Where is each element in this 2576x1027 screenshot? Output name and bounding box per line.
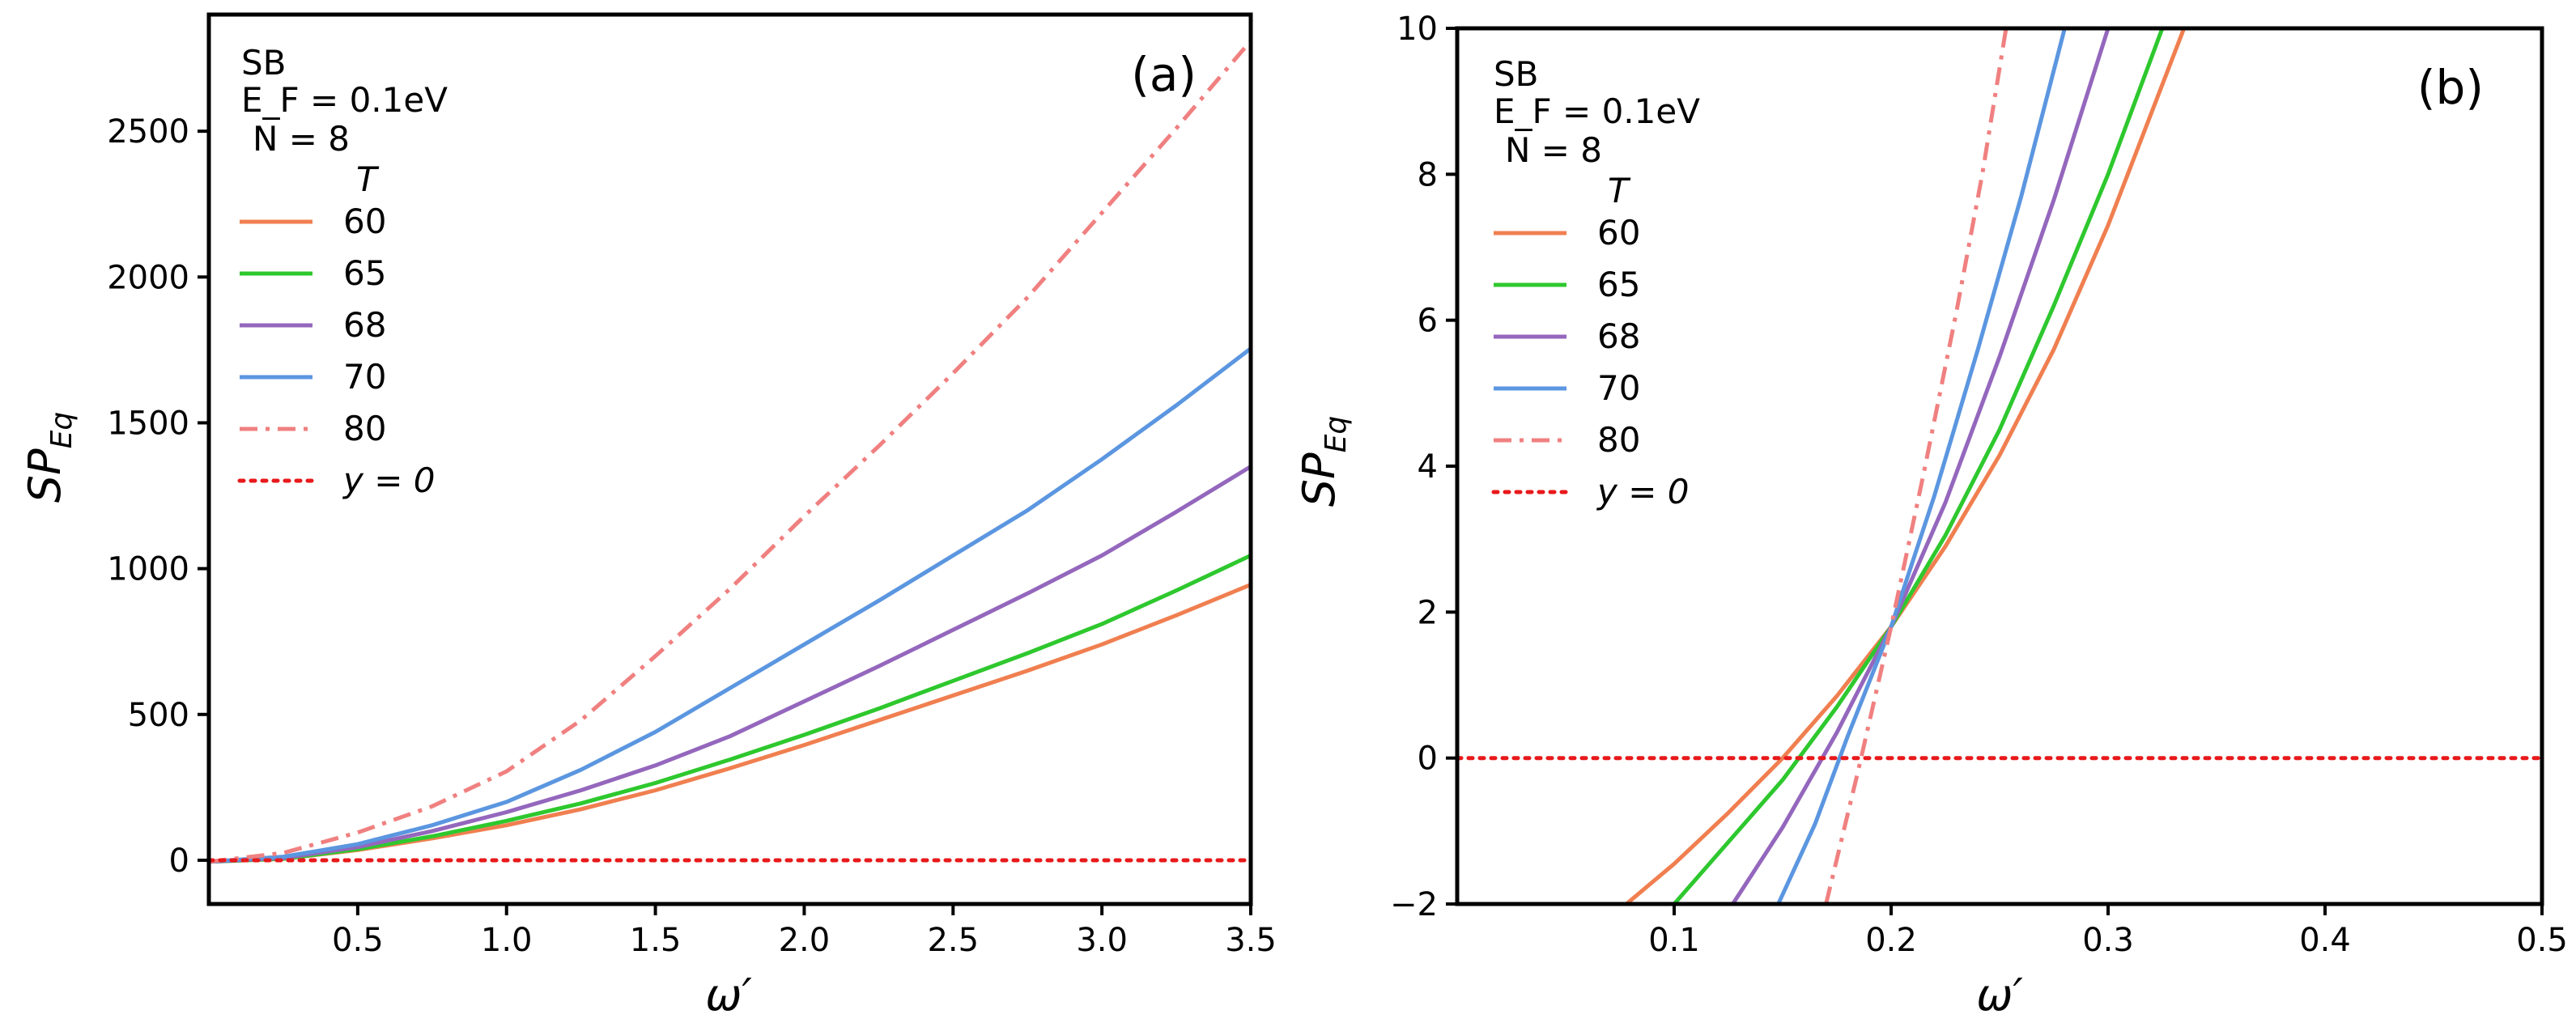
- panel-a-annot-sb: SB: [241, 43, 286, 83]
- panel-a-x-axis-label: ω′: [705, 970, 751, 1021]
- panel-a-annot-ef: E_F = 0.1eV: [241, 80, 448, 120]
- panel-a-y-tick-label: 2000: [107, 259, 189, 296]
- panel-a-legend-label-1: 65: [343, 253, 386, 293]
- panel-a-legend-title: T: [356, 159, 380, 199]
- panel-a-x-tick-label: 1.5: [630, 922, 682, 959]
- panel-b-legend-label-4: 80: [1597, 420, 1640, 460]
- panel-a-frame: [206, 12, 1253, 906]
- panel-b-series: [1457, 28, 2542, 904]
- panel-a-x-tick-label: 2.5: [927, 922, 979, 959]
- panel-a-annot-n: N = 8: [253, 119, 350, 159]
- panel-b-legend-label-2: 68: [1597, 316, 1640, 356]
- panel-b-x-tick-label: 0.3: [2082, 922, 2134, 959]
- panel-b-x-tick-label: 0.2: [1865, 922, 1917, 959]
- panel-b-legend-title: T: [1608, 171, 1631, 210]
- panel-b-y-tick-label: 4: [1418, 448, 1438, 486]
- panel-b-x-tick-label: 0.5: [2516, 922, 2568, 959]
- panel-b-annotation: SB E_F = 0.1eV N = 8: [1494, 54, 1700, 170]
- panel-a: 0.5 1.0 1.5 2.0 2.5 3.0 3.5 0 500 1000 1500 2000 250…: [19, 12, 1277, 1021]
- panel-a-x-tick-label: 3.0: [1076, 922, 1128, 959]
- panel-a-y-tick-label: 2500: [107, 113, 189, 151]
- panel-b-frame: [1455, 26, 2544, 906]
- panel-a-legend-label-3: 70: [343, 357, 386, 397]
- panel-a-y-tick-label: 500: [128, 697, 189, 734]
- panel-b-y-tick-label: 8: [1418, 156, 1438, 193]
- panel-b-annot-ef: E_F = 0.1eV: [1494, 91, 1700, 131]
- panel-b-y-tick-label: 6: [1418, 303, 1438, 340]
- panel-a-x-tick-label: 3.5: [1225, 922, 1277, 959]
- panel-a-legend-label-2: 68: [343, 305, 386, 345]
- panel-a-y-tick-label: 1500: [107, 405, 189, 442]
- panel-a-y-tick-label: 0: [169, 842, 189, 880]
- panel-b-legend-label-3: 70: [1597, 368, 1640, 408]
- panel-a-series-line-3: [209, 346, 1251, 864]
- panel-b-legend-label-1: 65: [1597, 265, 1640, 304]
- panel-b-series-line-1: [1673, 28, 2165, 904]
- panel-b-legend-label-0: 60: [1597, 213, 1640, 253]
- panel-b-y-tick-label: 2: [1418, 594, 1438, 631]
- panel-a-x-tick-label: 1.0: [481, 922, 533, 959]
- panel-b-legend-label-5: y = 0: [1596, 472, 1689, 511]
- panel-a-label: (a): [1131, 47, 1197, 102]
- panel-b-y-tick-label: 0: [1418, 741, 1438, 778]
- panel-a-y-axis-label: SPEq: [19, 412, 79, 503]
- panel-a-series-line-1: [209, 554, 1251, 864]
- panel-a-annotation: SB E_F = 0.1eV N = 8: [241, 43, 448, 159]
- panel-a-series-line-4: [209, 39, 1251, 864]
- panel-b-series-line-0: [1625, 28, 2187, 904]
- panel-a-legend: T 60 65 68 70 80 y = 0: [237, 159, 435, 500]
- panel-a-legend-label-4: 80: [343, 409, 386, 448]
- panel-b-legend: T 60 65 68 70 80 y = 0: [1491, 171, 1689, 511]
- panel-b-annot-n: N = 8: [1505, 130, 1602, 170]
- panel-a-y-axis-label-sub: Eq: [45, 412, 79, 449]
- panel-b-y-axis-label: SPEq: [1294, 416, 1353, 507]
- panel-a-x-tick-label: 0.5: [332, 922, 384, 959]
- panel-a-series: [209, 39, 1251, 864]
- panel-b-series-line-3: [1776, 28, 2067, 904]
- panel-b-series-line-2: [1731, 28, 2111, 904]
- panel-a-y-tick-label: 1000: [107, 551, 189, 588]
- panel-b-y-axis-label-main: SP: [1294, 452, 1345, 507]
- panel-b-label: (b): [2417, 60, 2484, 115]
- panel-b-y-tick-label: 10: [1396, 11, 1438, 48]
- panel-a-ticks: 0.5 1.0 1.5 2.0 2.5 3.0 3.5 0 500 1000 1500 2000 250…: [107, 113, 1277, 959]
- panel-a-x-tick-label: 2.0: [779, 922, 831, 959]
- panel-a-series-line-2: [209, 465, 1251, 864]
- panel-b-x-tick-label: 0.1: [1648, 922, 1700, 959]
- panel-a-legend-label-5: y = 0: [342, 460, 435, 500]
- panel-b-x-axis-label: ω′: [1976, 970, 2022, 1021]
- panel-b-y-tick-label: −2: [1390, 886, 1438, 923]
- panel-b-x-tick-label: 0.4: [2299, 922, 2351, 959]
- panel-a-legend-label-0: 60: [343, 202, 386, 241]
- panel-a-y-axis-label-main: SP: [19, 448, 70, 503]
- panel-b-y-axis-label-sub: Eq: [1320, 416, 1353, 453]
- panel-b-annot-sb: SB: [1494, 54, 1538, 94]
